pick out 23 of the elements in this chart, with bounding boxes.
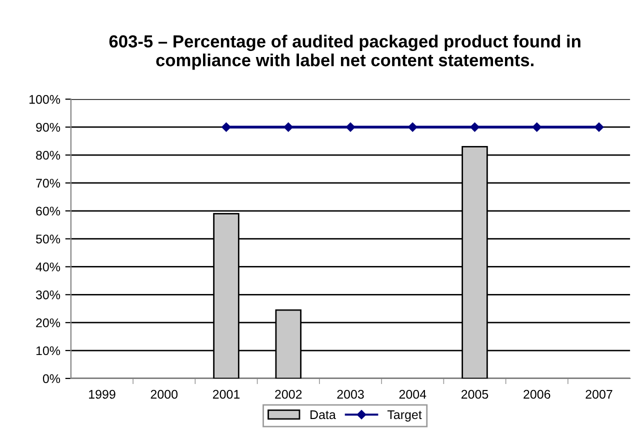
y-tick-label: 40% [36,262,60,272]
y-tick-label: 100% [29,94,60,104]
y-tick-label: 70% [36,178,60,188]
y-tick-label: 30% [36,290,60,300]
x-tick-label: 2002 [275,390,302,399]
y-tick-label: 80% [36,150,60,160]
y-tick-label: 20% [36,318,60,328]
x-tick-label: 2004 [399,390,426,399]
x-tick-label: 2005 [461,390,488,399]
y-tick-label: 10% [36,346,60,356]
y-tick-label: 60% [36,206,60,216]
legend-label: Data [310,410,336,420]
y-tick-label: 90% [36,122,60,132]
x-tick-label: 2007 [586,390,612,399]
x-tick-label: 2003 [337,390,364,399]
chart-title: 603-5 – Percentage of audited packaged product found in compliance with label net content statements. [109,34,580,70]
x-tick-label: 1999 [89,390,116,399]
y-tick-label: 0% [42,374,60,384]
x-tick-label: 2006 [524,390,550,399]
legend-label: Target [387,410,422,422]
x-tick-label: 2001 [212,390,240,399]
y-tick-label: 50% [36,234,60,244]
x-tick-label: 2000 [150,390,178,399]
